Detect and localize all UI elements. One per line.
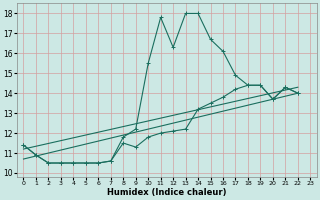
X-axis label: Humidex (Indice chaleur): Humidex (Indice chaleur) [107, 188, 227, 197]
